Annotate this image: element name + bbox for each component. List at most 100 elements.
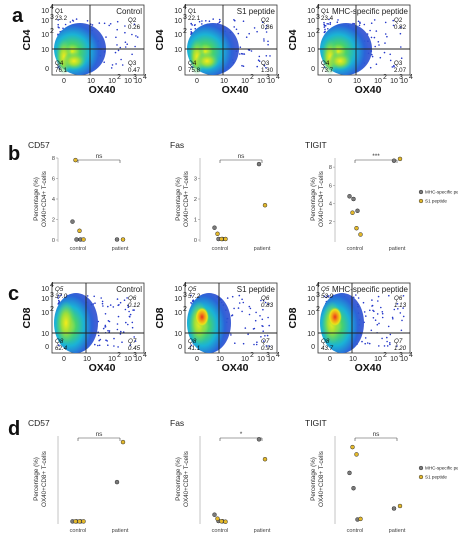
event-dot (103, 61, 105, 63)
event-dot (131, 53, 133, 56)
event-dot (254, 319, 257, 322)
dot-plot-d-3: TIGIT Percentage (%) OX40+CD8+ T-cells cont… (305, 418, 458, 534)
quadrant-label: Q8 (55, 338, 64, 345)
event-dot (134, 45, 136, 48)
x-tick-label: 10 (216, 356, 224, 363)
y-tick-exponent: 2 (183, 28, 187, 35)
event-dot (261, 21, 264, 24)
y-tick-label: 1 (194, 218, 197, 224)
event-dot (212, 18, 214, 20)
event-dot (374, 319, 377, 322)
event-dot (258, 55, 261, 58)
dot-plot-d-1: CD57 Percentage (%) OX40+CD8+ T-cells contr… (28, 418, 129, 534)
flow-plot-title: S1 peptide (237, 285, 276, 294)
event-dot (265, 28, 267, 30)
event-dot (129, 316, 131, 318)
event-dot (190, 28, 192, 31)
y-tick-label: 6 (329, 183, 332, 189)
x-tick-exponent: 3 (399, 74, 403, 81)
event-dot (386, 340, 388, 343)
event-dot (122, 331, 125, 333)
event-dot (120, 58, 122, 61)
quadrant-value: 0.86 (261, 24, 274, 31)
event-dot (396, 303, 399, 305)
event-dot (134, 340, 137, 342)
y-axis-label: CD4 (154, 29, 166, 50)
event-dot (328, 18, 330, 21)
event-dot (255, 311, 257, 314)
y-axis-label-2: OX40+CD8+ T-cells (41, 451, 48, 507)
event-dot (117, 49, 120, 52)
event-dot (388, 294, 390, 297)
event-dot (392, 19, 395, 22)
quadrant-label: Q2 (261, 17, 270, 24)
dot-plot-b-2: Fas 0 1 2 3 Percentage (%) OX40+CD4+ T-cells co… (170, 140, 271, 252)
x-category-label: control (347, 528, 364, 534)
x-tick-label: 10 (374, 78, 382, 85)
event-dot (386, 345, 389, 347)
event-dot (402, 315, 405, 318)
event-dot (127, 306, 130, 309)
x-tick-exponent: 3 (133, 352, 137, 359)
event-dot (243, 53, 246, 55)
event-dot (208, 20, 211, 23)
y-tick-label: 10 (41, 286, 49, 293)
quadrant-value: 43.7 (321, 345, 334, 352)
event-dot (371, 55, 374, 58)
data-point (391, 506, 397, 511)
y-tick-label: 10 (307, 296, 315, 303)
event-dot (126, 297, 128, 299)
event-dot (329, 21, 332, 24)
event-dot (256, 341, 258, 344)
y-tick-label: 10 (174, 296, 182, 303)
event-dot (191, 24, 193, 26)
event-dot (362, 301, 365, 304)
x-tick-exponent: 3 (399, 352, 403, 359)
y-tick-label: 10 (307, 310, 315, 317)
dot-plot-title: CD57 (28, 140, 50, 150)
event-dot (265, 31, 268, 33)
data-point (262, 456, 268, 462)
event-dot (402, 307, 404, 309)
x-tick-label: 10 (108, 356, 116, 363)
legend-label: S1 peptide (425, 475, 447, 480)
event-dot (124, 31, 126, 34)
x-axis-label: OX40 (89, 362, 116, 374)
event-dot (112, 306, 115, 308)
event-dot (253, 27, 256, 29)
event-dot (194, 27, 197, 30)
quadrant-label: Q1 (321, 8, 330, 15)
event-dot (110, 67, 113, 69)
event-dot (393, 64, 395, 67)
event-dot (365, 315, 367, 317)
event-dot (98, 339, 100, 342)
x-category-label: patient (389, 528, 406, 534)
event-dot (192, 299, 195, 302)
x-tick-label: 10 (134, 78, 142, 85)
event-dot (241, 64, 243, 67)
panel-letter-b: b (8, 143, 20, 165)
event-dot (131, 326, 134, 329)
x-category-label: patient (389, 246, 406, 252)
event-dot (263, 40, 265, 42)
event-dot (255, 343, 258, 346)
event-dot (326, 23, 329, 25)
event-dot (399, 312, 402, 314)
event-dot (113, 337, 115, 340)
event-dot (392, 24, 395, 27)
event-dot (57, 297, 59, 299)
y-axis-label: CD4 (21, 29, 33, 50)
event-dot (389, 53, 392, 56)
event-dot (116, 323, 119, 325)
y-tick-label: 0 (178, 66, 182, 73)
event-dot (234, 342, 236, 345)
y-tick-label: 0 (311, 66, 315, 73)
event-dot (357, 20, 360, 23)
event-dot (57, 26, 59, 28)
y-axis-label: CD4 (287, 29, 299, 50)
dot-plot-title: CD57 (28, 418, 50, 428)
quadrant-label: Q8 (321, 338, 330, 345)
legend-swatch (418, 474, 424, 480)
event-dot (201, 23, 203, 25)
event-dot (244, 327, 247, 329)
